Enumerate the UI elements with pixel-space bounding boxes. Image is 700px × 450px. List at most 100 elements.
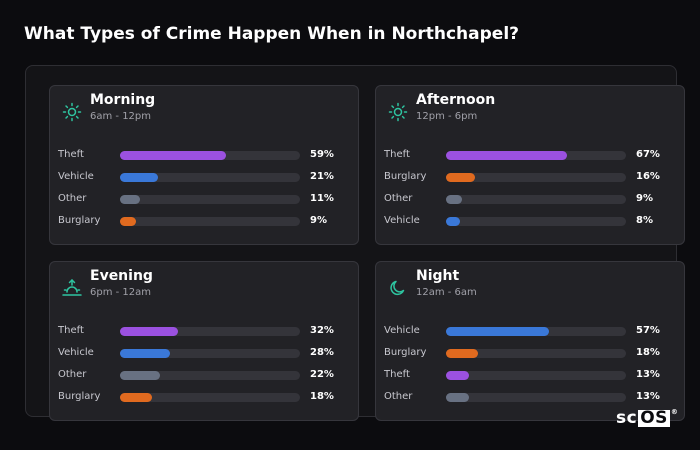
bar-row: Vehicle 21% [58, 170, 358, 184]
category-label: Other [58, 369, 87, 380]
category-label: Theft [384, 369, 410, 380]
bar-track [446, 371, 626, 380]
category-label: Vehicle [384, 215, 420, 226]
bar-row: Vehicle 8% [384, 214, 684, 228]
period-range: 6pm - 12am [90, 287, 152, 298]
bar-track [120, 173, 300, 182]
bar-vehicle [446, 217, 461, 226]
bar-burglary [446, 349, 479, 358]
bar-track [446, 393, 626, 402]
bar-row: Burglary 18% [58, 390, 358, 404]
value-label: 32% [310, 325, 334, 336]
value-label: 18% [310, 391, 334, 402]
card-evening: Evening 6pm - 12am Theft 32% Vehicle 28% Other… [49, 261, 359, 421]
bar-track [446, 195, 626, 204]
logo-mark: ® [670, 408, 679, 416]
logo-right: OS [638, 408, 670, 428]
bar-row: Other 22% [58, 368, 358, 382]
bar-vehicle [120, 349, 171, 358]
bar-track [120, 327, 300, 336]
category-label: Theft [58, 325, 84, 336]
sun-icon [388, 102, 408, 122]
bar-track [446, 173, 626, 182]
value-label: 59% [310, 149, 334, 160]
bar-row: Burglary 18% [384, 346, 684, 360]
bar-other [120, 371, 160, 380]
bar-track [120, 195, 300, 204]
bar-track [120, 349, 300, 358]
bar-row: Theft 13% [384, 368, 684, 382]
sun-icon [62, 102, 82, 122]
bar-row: Burglary 9% [58, 214, 358, 228]
category-label: Other [384, 193, 413, 204]
bar-track [120, 217, 300, 226]
category-label: Theft [58, 149, 84, 160]
period-range: 6am - 12pm [90, 111, 152, 122]
period-name: Night [416, 268, 460, 284]
moon-icon [388, 278, 408, 298]
value-label: 11% [310, 193, 334, 204]
value-label: 9% [636, 193, 653, 204]
bar-track [120, 393, 300, 402]
bar-track [120, 151, 300, 160]
bar-vehicle [120, 173, 158, 182]
value-label: 18% [636, 347, 660, 358]
bar-theft [446, 371, 470, 380]
bar-other [446, 195, 463, 204]
bar-row: Burglary 16% [384, 170, 684, 184]
bar-row: Other 13% [384, 390, 684, 404]
value-label: 16% [636, 171, 660, 182]
bar-track [446, 327, 626, 336]
category-label: Theft [384, 149, 410, 160]
card-afternoon: Afternoon 12pm - 6pm Theft 67% Burglary 16% Ot… [375, 85, 685, 245]
sunset-icon [62, 278, 82, 298]
bar-other [446, 393, 470, 402]
bar-row: Theft 32% [58, 324, 358, 338]
value-label: 13% [636, 391, 660, 402]
bar-row: Other 9% [384, 192, 684, 206]
value-label: 9% [310, 215, 327, 226]
value-label: 13% [636, 369, 660, 380]
value-label: 67% [636, 149, 660, 160]
bar-row: Other 11% [58, 192, 358, 206]
bar-track [446, 349, 626, 358]
category-label: Burglary [384, 347, 427, 358]
bar-burglary [120, 217, 137, 226]
bar-track [120, 371, 300, 380]
value-label: 8% [636, 215, 653, 226]
card-night: Night 12am - 6am Vehicle 57% Burglary 18% Thef… [375, 261, 685, 421]
period-range: 12am - 6am [416, 287, 477, 298]
category-label: Burglary [58, 391, 101, 402]
bar-row: Theft 67% [384, 148, 684, 162]
value-label: 22% [310, 369, 334, 380]
bar-vehicle [446, 327, 549, 336]
logo: sc OS ® [616, 408, 678, 428]
value-label: 57% [636, 325, 660, 336]
category-label: Burglary [384, 171, 427, 182]
category-label: Other [58, 193, 87, 204]
chart-title: What Types of Crime Happen When in North… [24, 24, 520, 44]
period-name: Morning [90, 92, 156, 108]
bar-theft [120, 151, 227, 160]
bar-track [446, 217, 626, 226]
period-range: 12pm - 6pm [416, 111, 478, 122]
value-label: 28% [310, 347, 334, 358]
bar-other [120, 195, 140, 204]
category-label: Vehicle [384, 325, 420, 336]
bar-track [446, 151, 626, 160]
bar-theft [120, 327, 178, 336]
bar-row: Theft 59% [58, 148, 358, 162]
period-name: Afternoon [416, 92, 496, 108]
value-label: 21% [310, 171, 334, 182]
bar-burglary [446, 173, 475, 182]
period-name: Evening [90, 268, 153, 284]
category-label: Vehicle [58, 347, 94, 358]
bar-row: Vehicle 57% [384, 324, 684, 338]
bar-theft [446, 151, 567, 160]
category-label: Vehicle [58, 171, 94, 182]
logo-left: sc [616, 408, 638, 428]
category-label: Other [384, 391, 413, 402]
bar-burglary [120, 393, 153, 402]
bar-row: Vehicle 28% [58, 346, 358, 360]
category-label: Burglary [58, 215, 101, 226]
